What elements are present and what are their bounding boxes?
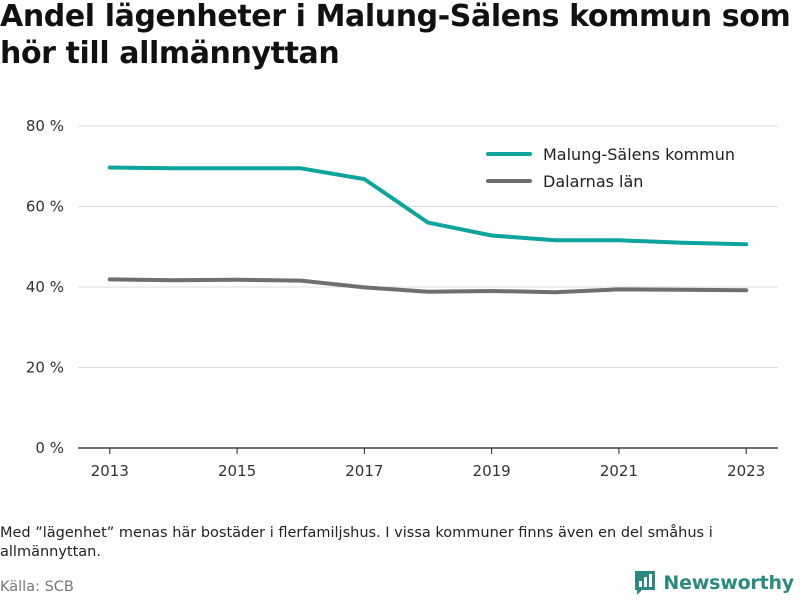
chart-note: Med ”lägenhet” menas här bostäder i fler… <box>0 525 713 560</box>
chart-title: Andel lägenheter i Malung-Sälens kommun … <box>0 0 791 71</box>
source-label: Källa: SCB <box>0 579 74 595</box>
legend-label: Dalarnas län <box>543 172 643 191</box>
x-tick-label: 2015 <box>218 462 256 480</box>
newsworthy-logo-icon <box>635 571 656 595</box>
x-tick-label: 2019 <box>473 462 511 480</box>
y-tick-label: 0 % <box>35 439 64 457</box>
series-line <box>107 277 749 295</box>
gridlines <box>78 125 778 368</box>
axes: 0 % 20 % 40 % 60 % 80 % 2013 2015 2017 2019 2021 2… <box>26 117 778 480</box>
x-tick-label: 2023 <box>727 462 765 480</box>
brand-name: Newsworthy <box>663 572 794 594</box>
x-tick-label: 2021 <box>600 462 638 480</box>
y-tick-label: 20 % <box>26 359 64 377</box>
legend-label: Malung-Sälens kommun <box>543 145 735 164</box>
brand-logo[interactable]: Newsworthy <box>633 570 794 596</box>
y-tick-label: 60 % <box>26 198 64 216</box>
line-chart: 0 % 20 % 40 % 60 % 80 % 2013 2015 2017 2019 2021 2… <box>26 117 778 480</box>
x-tick-label: 2017 <box>345 462 383 480</box>
x-tick-label: 2013 <box>91 462 129 480</box>
series-lines <box>107 165 749 295</box>
y-tick-label: 80 % <box>26 117 64 135</box>
y-tick-label: 40 % <box>26 278 64 296</box>
series-line <box>107 165 749 247</box>
legend: Malung-Sälens kommun Dalarnas län <box>486 145 735 191</box>
